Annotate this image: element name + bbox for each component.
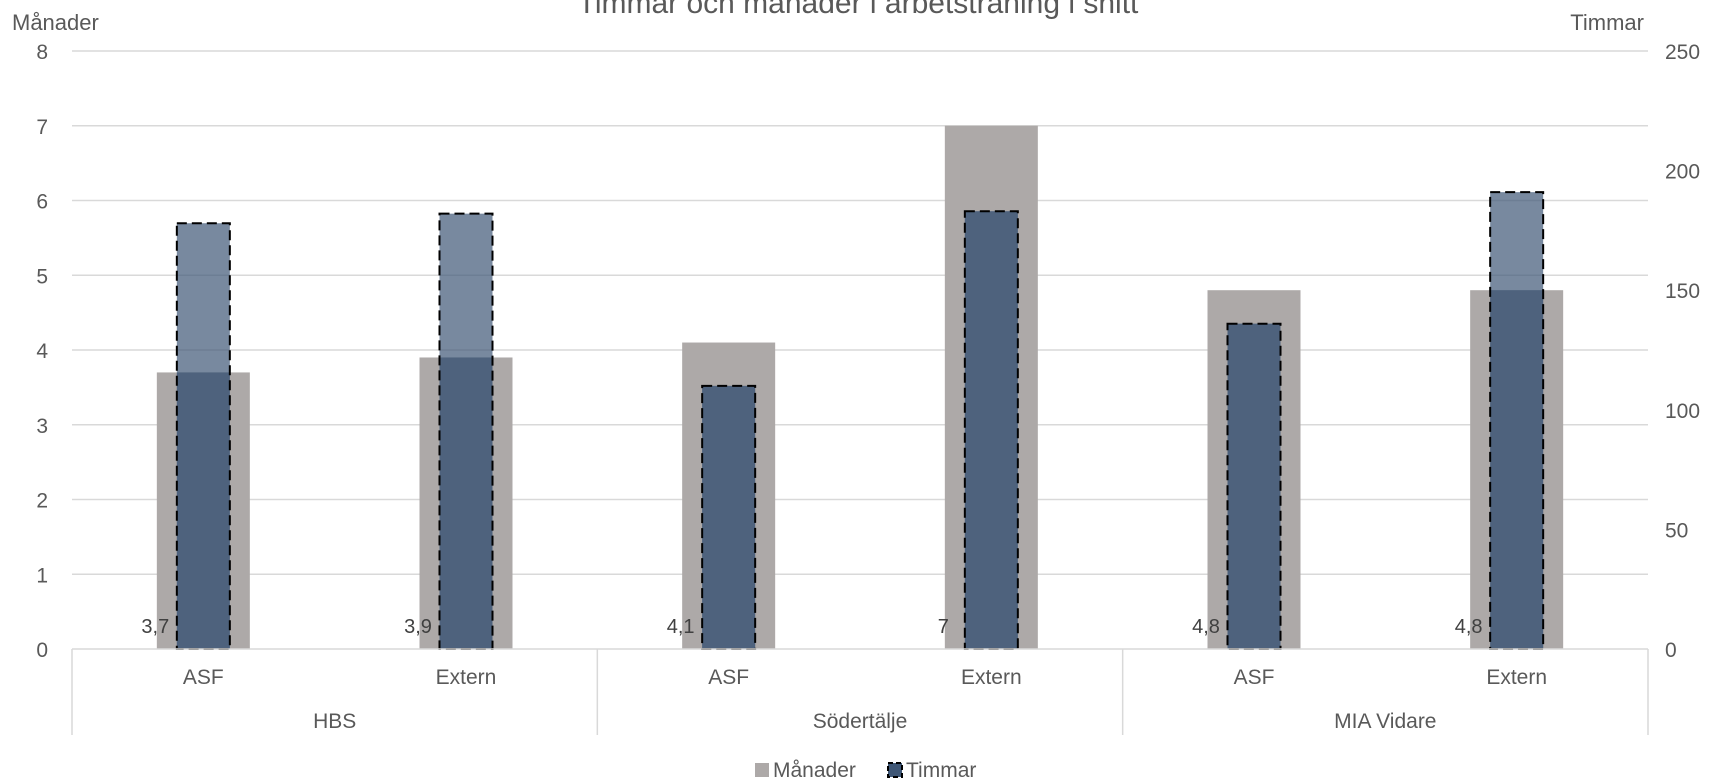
- months-data-label: 3,7: [141, 616, 169, 638]
- right-tick-label: 50: [1665, 519, 1688, 542]
- category-label: ASF: [708, 666, 749, 689]
- hours-bar-overlap: [1227, 323, 1281, 649]
- data-labels: 3,7 3,9 4,1 7 4,8 4,8: [141, 616, 1482, 638]
- hours-bar-overlap: [964, 211, 1018, 649]
- group-label: HBS: [313, 710, 356, 733]
- hours-bar-outline: [701, 384, 757, 650]
- legend-label-months: Månader: [773, 759, 856, 780]
- months-data-label: 4,1: [667, 616, 695, 638]
- months-data-label: 4,8: [1192, 616, 1220, 638]
- group-label: Södertälje: [813, 710, 908, 733]
- right-tick-label: 0: [1665, 639, 1677, 662]
- left-axis-title: Månader: [12, 10, 99, 35]
- left-tick-label: 0: [36, 639, 48, 662]
- legend-label-hours: Timmar: [906, 759, 976, 780]
- left-tick-label: 8: [36, 41, 48, 64]
- hours-bar-overlap: [176, 372, 230, 649]
- legend-swatch-hours: [887, 762, 903, 778]
- months-data-label: 3,9: [404, 616, 432, 638]
- group-label: MIA Vidare: [1334, 710, 1436, 733]
- category-label: Extern: [1486, 666, 1547, 689]
- months-series: [156, 125, 1564, 649]
- right-tick-label: 200: [1665, 161, 1700, 184]
- right-tick-label: 250: [1665, 41, 1700, 64]
- right-axis-title: Timmar: [1570, 10, 1644, 35]
- hours-series: [175, 191, 1545, 651]
- right-tick-label: 150: [1665, 280, 1700, 303]
- right-axis: 0 50 100 150 200 250: [1665, 41, 1700, 662]
- hours-bar-overlap: [1490, 290, 1544, 649]
- category-label: ASF: [183, 666, 224, 689]
- x-axis: ASF Extern ASF Extern ASF Extern HBS Södertälje…: [71, 648, 1649, 735]
- hours-bar-overlap: [439, 357, 493, 649]
- left-tick-label: 6: [36, 191, 48, 214]
- right-tick-label: 100: [1665, 400, 1700, 423]
- hours-bar-outline: [175, 222, 231, 650]
- gridlines: [72, 50, 1648, 575]
- legend-swatch-months: [755, 763, 769, 777]
- months-data-label: 4,8: [1455, 616, 1483, 638]
- hours-bar-overlap: [702, 385, 756, 649]
- months-data-label: 7: [938, 616, 949, 638]
- left-tick-label: 5: [36, 265, 48, 288]
- left-tick-label: 1: [36, 564, 48, 587]
- category-label: ASF: [1234, 666, 1275, 689]
- left-tick-label: 7: [36, 116, 48, 139]
- hours-bar-outline: [1226, 322, 1282, 650]
- left-tick-label: 3: [36, 415, 48, 438]
- left-tick-label: 2: [36, 490, 48, 513]
- category-label: Extern: [961, 666, 1022, 689]
- category-label: Extern: [436, 666, 497, 689]
- chart-title: Timmar och månader i arbetsträning i sni…: [578, 0, 1139, 20]
- legend[interactable]: Månader Timmar: [755, 759, 976, 780]
- left-axis: 0 1 2 3 4 5 6 7 8: [36, 41, 48, 662]
- left-tick-label: 4: [36, 340, 48, 363]
